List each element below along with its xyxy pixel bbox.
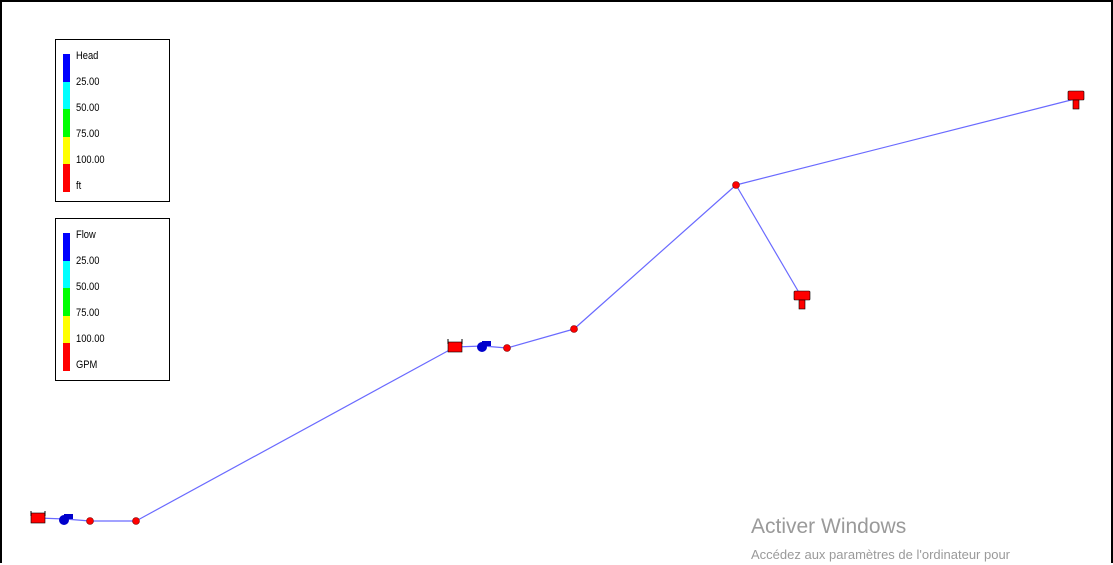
legend-swatch	[63, 288, 70, 316]
legend-swatch	[63, 260, 70, 289]
watermark-subtitle: Accédez aux paramètres de l'ordinateur p…	[751, 547, 1011, 562]
legend-value: 75.00	[76, 307, 100, 319]
reservoir-icon[interactable]	[30, 511, 46, 524]
legend-swatch	[63, 315, 70, 344]
junction-node[interactable]	[503, 344, 511, 352]
junction-node[interactable]	[570, 325, 578, 333]
legend-title: Flow	[76, 229, 96, 241]
pipes-layer	[37, 98, 1076, 522]
flow-color-ramp	[63, 233, 70, 371]
pipe-junction-5-tank-1[interactable]	[735, 98, 1076, 186]
tank-icon[interactable]	[1067, 90, 1085, 110]
legend-swatch	[63, 54, 70, 82]
legend-swatch	[63, 233, 70, 261]
legend-value: 50.00	[76, 102, 100, 114]
legend-swatch	[63, 109, 70, 137]
pipe-pump-1-junction-1[interactable]	[64, 518, 91, 522]
pipe-junction-3-junction-4[interactable]	[506, 328, 575, 349]
legend-value: 25.00	[76, 76, 100, 88]
flow-legend[interactable]: Flow 25.00 50.00 75.00 100.00 GPM	[55, 218, 170, 381]
legend-swatch	[63, 136, 70, 165]
legend-value: 100.00	[76, 333, 105, 345]
legend-value: 75.00	[76, 128, 100, 140]
nodes-layer	[30, 90, 1085, 525]
legend-swatch	[63, 81, 70, 110]
junction-node[interactable]	[132, 517, 140, 525]
legend-value: 100.00	[76, 154, 105, 166]
legend-unit: GPM	[76, 359, 98, 371]
reservoir-icon[interactable]	[447, 339, 463, 353]
tank-icon[interactable]	[793, 290, 811, 310]
legend-value: 50.00	[76, 281, 100, 293]
pipe-junction-5-tank-2[interactable]	[735, 184, 802, 297]
pump-icon[interactable]	[477, 341, 491, 352]
legend-swatch	[63, 164, 70, 192]
watermark-title: Activer Windows	[751, 515, 907, 538]
junction-node[interactable]	[86, 517, 94, 525]
windows-activation-watermark: Activer Windows Accédez aux paramètres d…	[751, 514, 1010, 564]
legend-title: Head	[76, 50, 99, 62]
junction-node[interactable]	[732, 181, 740, 189]
legend-unit: ft	[76, 180, 82, 192]
legend-swatch	[63, 343, 70, 371]
head-legend[interactable]: Head 25.00 50.00 75.00 100.00 ft	[55, 39, 170, 202]
pipe-junction-4-junction-5[interactable]	[573, 184, 737, 330]
legend-value: 25.00	[76, 255, 100, 267]
head-color-ramp	[63, 54, 70, 192]
pump-icon[interactable]	[59, 514, 73, 525]
pipe-pump-2-junction-3[interactable]	[482, 345, 508, 349]
pipe-junction-2-reservoir-2[interactable]	[135, 346, 456, 522]
